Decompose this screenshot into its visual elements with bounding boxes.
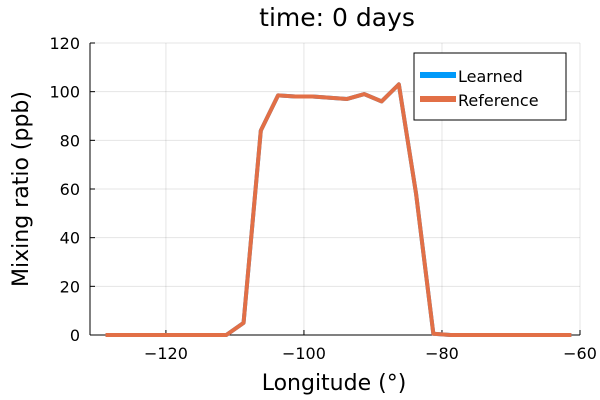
x-tick-label: −60: [563, 344, 597, 363]
tick-labels: −120 −100 −80 −60 0 20 40 60 80 100 120: [49, 34, 596, 363]
legend: Learned Reference: [413, 52, 567, 121]
x-tick-label: −80: [425, 344, 459, 363]
y-tick-label: 120: [49, 34, 80, 53]
y-tick-label: 20: [60, 277, 80, 296]
y-tick-label: 100: [49, 83, 80, 102]
legend-box: [413, 52, 567, 121]
x-axis-label: Longitude (°): [262, 371, 407, 396]
y-tick-label: 80: [60, 131, 80, 150]
series-line-reference: [105, 82, 572, 337]
chart-title: time: 0 days: [259, 3, 415, 32]
x-tick-label: −100: [282, 344, 326, 363]
y-tick-label: 60: [60, 180, 80, 199]
x-tick-label: −120: [144, 344, 188, 363]
series-layer: [105, 82, 572, 337]
y-axis-label: Mixing ratio (ppb): [9, 91, 34, 287]
legend-label-reference: Reference: [458, 91, 539, 110]
y-tick-label: 0: [70, 326, 80, 345]
legend-label-learned: Learned: [458, 67, 523, 86]
y-tick-label: 40: [60, 229, 80, 248]
